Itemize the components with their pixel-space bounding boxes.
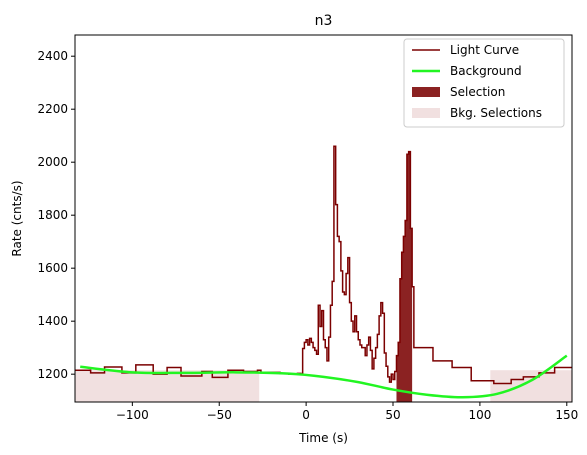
x-axis-label: Time (s) xyxy=(298,431,348,445)
legend: Light Curve Background Selection Bkg. Selec… xyxy=(403,38,565,128)
y-tick-label: 1400 xyxy=(37,314,68,328)
y-tick-label: 2200 xyxy=(37,102,68,116)
x-tick-label: 150 xyxy=(555,408,578,422)
x-tick-label: 0 xyxy=(302,408,310,422)
legend-label: Bkg. Selections xyxy=(450,106,542,120)
y-tick-label: 2000 xyxy=(37,155,68,169)
x-tick-label: −100 xyxy=(116,408,149,422)
x-tick-label: 50 xyxy=(385,408,400,422)
y-tick-label: 1800 xyxy=(37,208,68,222)
plot-frame xyxy=(74,34,573,403)
legend-label: Light Curve xyxy=(450,43,519,57)
legend-box xyxy=(403,38,565,128)
y-tick-label: 1200 xyxy=(37,367,68,381)
legend-swatch-patch xyxy=(412,108,440,118)
y-axis-label: Rate (cnts/s) xyxy=(10,180,24,256)
light-curve-line xyxy=(75,145,572,385)
background-selection-layer xyxy=(75,370,572,402)
y-tick-label: 2400 xyxy=(37,49,68,63)
axes-layer: −100 −50 0 50 100 150 1200 1400 1600 1800 2000 2200… xyxy=(37,49,578,422)
bkg-selection-region-1 xyxy=(490,370,572,402)
background-fit-line xyxy=(80,354,568,399)
series-layer xyxy=(75,145,572,399)
y-tick-label: 1600 xyxy=(37,261,68,275)
legend-label: Background xyxy=(450,64,522,78)
bkg-selection-region-0 xyxy=(75,370,260,402)
legend-label: Selection xyxy=(450,85,505,99)
x-tick-label: −50 xyxy=(207,408,232,422)
legend-swatch-patch xyxy=(412,87,440,97)
chart-title: n3 xyxy=(315,13,333,29)
x-tick-label: 100 xyxy=(468,408,491,422)
